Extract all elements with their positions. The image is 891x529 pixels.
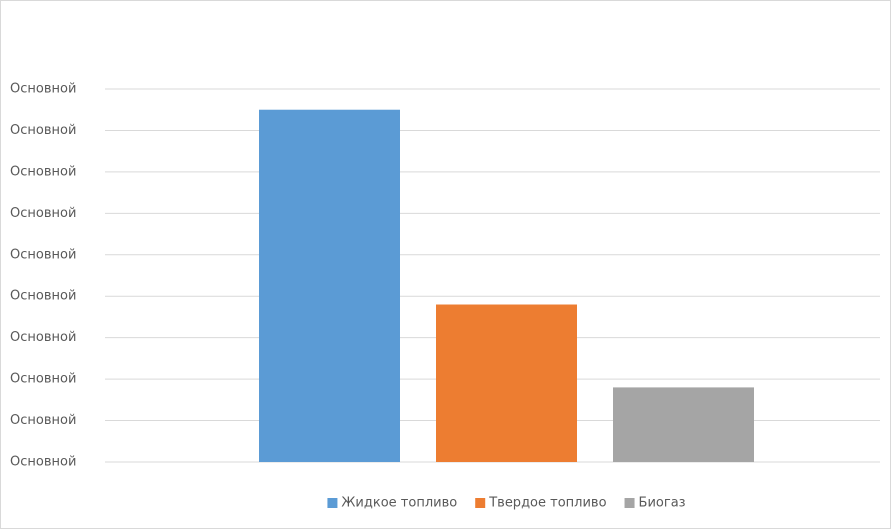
y-tick-label: Основной <box>10 289 76 304</box>
y-tick-label: Основной <box>10 372 76 387</box>
legend-label: Жидкое топливо <box>341 496 457 511</box>
legend-swatch <box>327 498 338 508</box>
legend-swatch <box>624 498 635 508</box>
y-tick-label: Основной <box>10 164 76 179</box>
legend: Жидкое топливо Твердое топливо Биогаз <box>327 496 686 511</box>
y-tick-label: Основной <box>10 330 76 345</box>
y-tick-label: Основной <box>10 455 76 470</box>
bar <box>436 304 577 462</box>
y-tick-label: Основной <box>10 413 76 428</box>
bar <box>613 387 754 462</box>
bar <box>259 109 400 462</box>
y-tick-label: Основной <box>10 82 76 97</box>
legend-swatch <box>475 498 486 508</box>
y-tick-label: Основной <box>10 123 76 138</box>
legend-label: Биогаз <box>639 496 686 511</box>
legend-label: Твердое топливо <box>488 496 606 511</box>
y-tick-label: Основной <box>10 206 76 221</box>
y-tick-label: Основной <box>10 247 76 262</box>
